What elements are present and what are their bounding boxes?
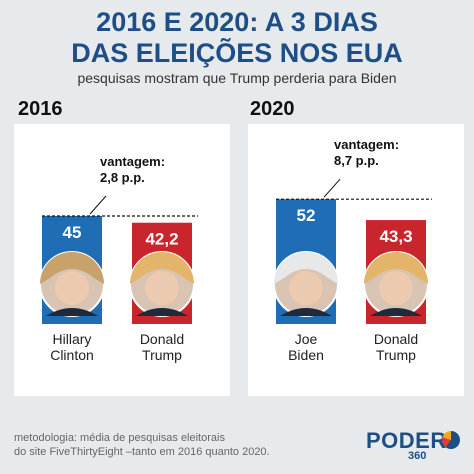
candidate-name-label: Clinton [50, 347, 94, 363]
chart-panel-2020: 52 Joe Biden 43,3 Donald Trump vantagem: 8,7 p.… [248, 124, 464, 396]
year-label-2016: 2016 [18, 98, 63, 120]
candidate-suit [370, 308, 422, 316]
candidate-name-label: Hillary [53, 331, 92, 347]
logo-text: PODER [366, 428, 447, 453]
logo-circle-icon [442, 431, 460, 449]
year-label-2020: 2020 [250, 98, 295, 120]
methodology-note-line-1: metodologia: média de pesquisas eleitora… [14, 432, 225, 444]
annotation-pointer [89, 195, 107, 215]
bar-value-label: 45 [63, 223, 82, 242]
annotation-value: 2,8 p.p. [100, 170, 145, 185]
bar-value-label: 52 [297, 206, 316, 225]
candidate-suit [280, 308, 332, 316]
page-title-line-2: DAS ELEIÇÕES NOS EUA [71, 38, 403, 68]
candidate-name-label: Trump [376, 347, 416, 363]
candidate-hair [130, 252, 194, 284]
logo-number: 360 [408, 450, 427, 462]
methodology-note-line-2: do site FiveThirtyEight –tanto em 2016 q… [14, 446, 270, 458]
page-title-line-1: 2016 E 2020: A 3 DIAS [96, 7, 378, 37]
candidate-name-label: Joe [295, 331, 318, 347]
candidate-name-label: Biden [288, 347, 324, 363]
candidate-face [289, 271, 323, 305]
annotation-label: vantagem: [334, 137, 399, 152]
poder360-logo: PODER 360 [366, 428, 462, 464]
candidate-name-label: Trump [142, 347, 182, 363]
annotation-pointer [323, 178, 341, 198]
candidate-suit [46, 308, 98, 316]
annotation-value: 8,7 p.p. [334, 153, 379, 168]
chart-panel-2016: 45 Hillary Clinton 42,2 Donald Trump vantagem:… [14, 124, 230, 396]
page-subtitle: pesquisas mostram que Trump perderia par… [77, 70, 397, 86]
bar-value-label: 43,3 [379, 227, 412, 246]
candidate-hair [274, 252, 338, 284]
candidate-suit [136, 308, 188, 316]
candidate-face [145, 271, 179, 305]
candidate-face [379, 271, 413, 305]
candidate-hair [364, 252, 428, 284]
candidate-face [55, 271, 89, 305]
candidate-hair [40, 252, 104, 284]
annotation-label: vantagem: [100, 154, 165, 169]
bar-value-label: 42,2 [145, 230, 178, 249]
candidate-name-label: Donald [374, 331, 418, 347]
candidate-name-label: Donald [140, 331, 184, 347]
